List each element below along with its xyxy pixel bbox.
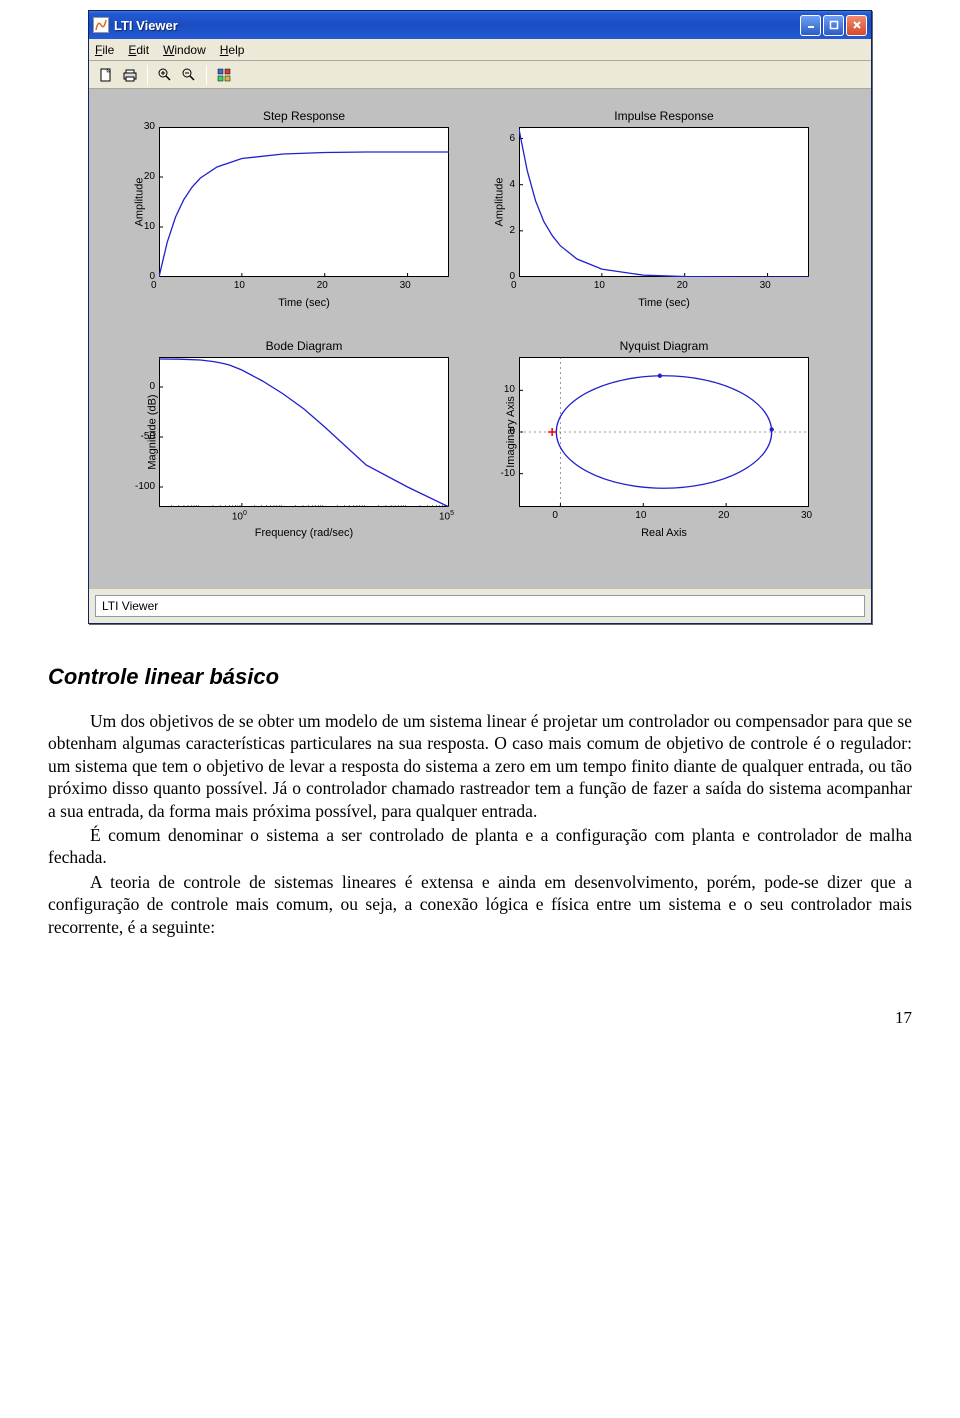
menu-file[interactable]: File bbox=[95, 43, 114, 57]
subplot-bode[interactable]: Bode DiagramMagnitude (dB)Frequency (rad… bbox=[159, 357, 449, 507]
lti-viewer-window: LTI Viewer File Edit Window Help Step Re… bbox=[88, 10, 872, 624]
close-button[interactable] bbox=[846, 15, 867, 36]
paragraph-2: É comum denominar o sistema a ser contro… bbox=[48, 824, 912, 869]
menu-help[interactable]: Help bbox=[220, 43, 245, 57]
maximize-button[interactable] bbox=[823, 15, 844, 36]
subplot-title: Nyquist Diagram bbox=[519, 339, 809, 353]
menu-bar: File Edit Window Help bbox=[89, 39, 871, 61]
paragraph-3: A teoria de controle de sistemas lineare… bbox=[48, 871, 912, 938]
subplot-title: Impulse Response bbox=[519, 109, 809, 123]
status-text: LTI Viewer bbox=[102, 599, 158, 613]
tick-label: 6 bbox=[487, 133, 515, 144]
x-axis-label: Time (sec) bbox=[159, 297, 449, 309]
tick-label: 20 bbox=[127, 171, 155, 182]
tick-label: 30 bbox=[127, 121, 155, 132]
subplot-title: Bode Diagram bbox=[159, 339, 449, 353]
x-axis-label: Frequency (rad/sec) bbox=[159, 527, 449, 539]
tick-label: 0 bbox=[487, 426, 515, 437]
x-axis-label: Real Axis bbox=[519, 527, 809, 539]
status-bar: LTI Viewer bbox=[95, 595, 865, 617]
tick-label: 0 bbox=[127, 271, 155, 282]
tick-label: 30 bbox=[801, 510, 812, 521]
tick-label: 10 bbox=[594, 280, 605, 291]
app-icon bbox=[93, 17, 109, 33]
window-title: LTI Viewer bbox=[114, 18, 800, 33]
tick-label: 4 bbox=[487, 179, 515, 190]
tick-label: 20 bbox=[677, 280, 688, 291]
tick-label: -100 bbox=[127, 481, 155, 492]
minimize-button[interactable] bbox=[800, 15, 821, 36]
section-heading: Controle linear básico bbox=[48, 664, 912, 690]
print-icon[interactable] bbox=[119, 64, 141, 86]
subplot-title: Step Response bbox=[159, 109, 449, 123]
layout-icon[interactable] bbox=[213, 64, 235, 86]
tick-label: 0 bbox=[487, 271, 515, 282]
subplot-impulse[interactable]: Impulse ResponseAmplitudeTime (sec)01020… bbox=[519, 127, 809, 277]
subplot-nyquist[interactable]: Nyquist DiagramImaginary AxisReal Axis01… bbox=[519, 357, 809, 507]
tick-label: 0 bbox=[127, 381, 155, 392]
plot-area: Step ResponseAmplitudeTime (sec)01020300… bbox=[89, 89, 871, 589]
tick-label: 20 bbox=[317, 280, 328, 291]
menu-window[interactable]: Window bbox=[163, 43, 206, 57]
zoom-out-icon[interactable] bbox=[178, 64, 200, 86]
page-number: 17 bbox=[48, 1008, 912, 1028]
tick-label: 20 bbox=[718, 510, 729, 521]
tick-label: 10 bbox=[234, 280, 245, 291]
titlebar[interactable]: LTI Viewer bbox=[89, 11, 871, 39]
tick-label: -10 bbox=[487, 468, 515, 479]
tick-label: 10 bbox=[635, 510, 646, 521]
subplot-step[interactable]: Step ResponseAmplitudeTime (sec)01020300… bbox=[159, 127, 449, 277]
paragraph-1: Um dos objetivos de se obter um modelo d… bbox=[48, 710, 912, 822]
tick-label: -50 bbox=[127, 431, 155, 442]
x-axis-label: Time (sec) bbox=[519, 297, 809, 309]
y-axis-label: Amplitude bbox=[133, 178, 145, 227]
tick-label: 30 bbox=[400, 280, 411, 291]
tick-label: 0 bbox=[552, 510, 558, 521]
tick-label: 30 bbox=[760, 280, 771, 291]
tick-label: 10 bbox=[127, 221, 155, 232]
toolbar bbox=[89, 61, 871, 89]
new-icon[interactable] bbox=[95, 64, 117, 86]
tick-label: 2 bbox=[487, 225, 515, 236]
menu-edit[interactable]: Edit bbox=[128, 43, 149, 57]
zoom-in-icon[interactable] bbox=[154, 64, 176, 86]
tick-label: 10 bbox=[487, 384, 515, 395]
